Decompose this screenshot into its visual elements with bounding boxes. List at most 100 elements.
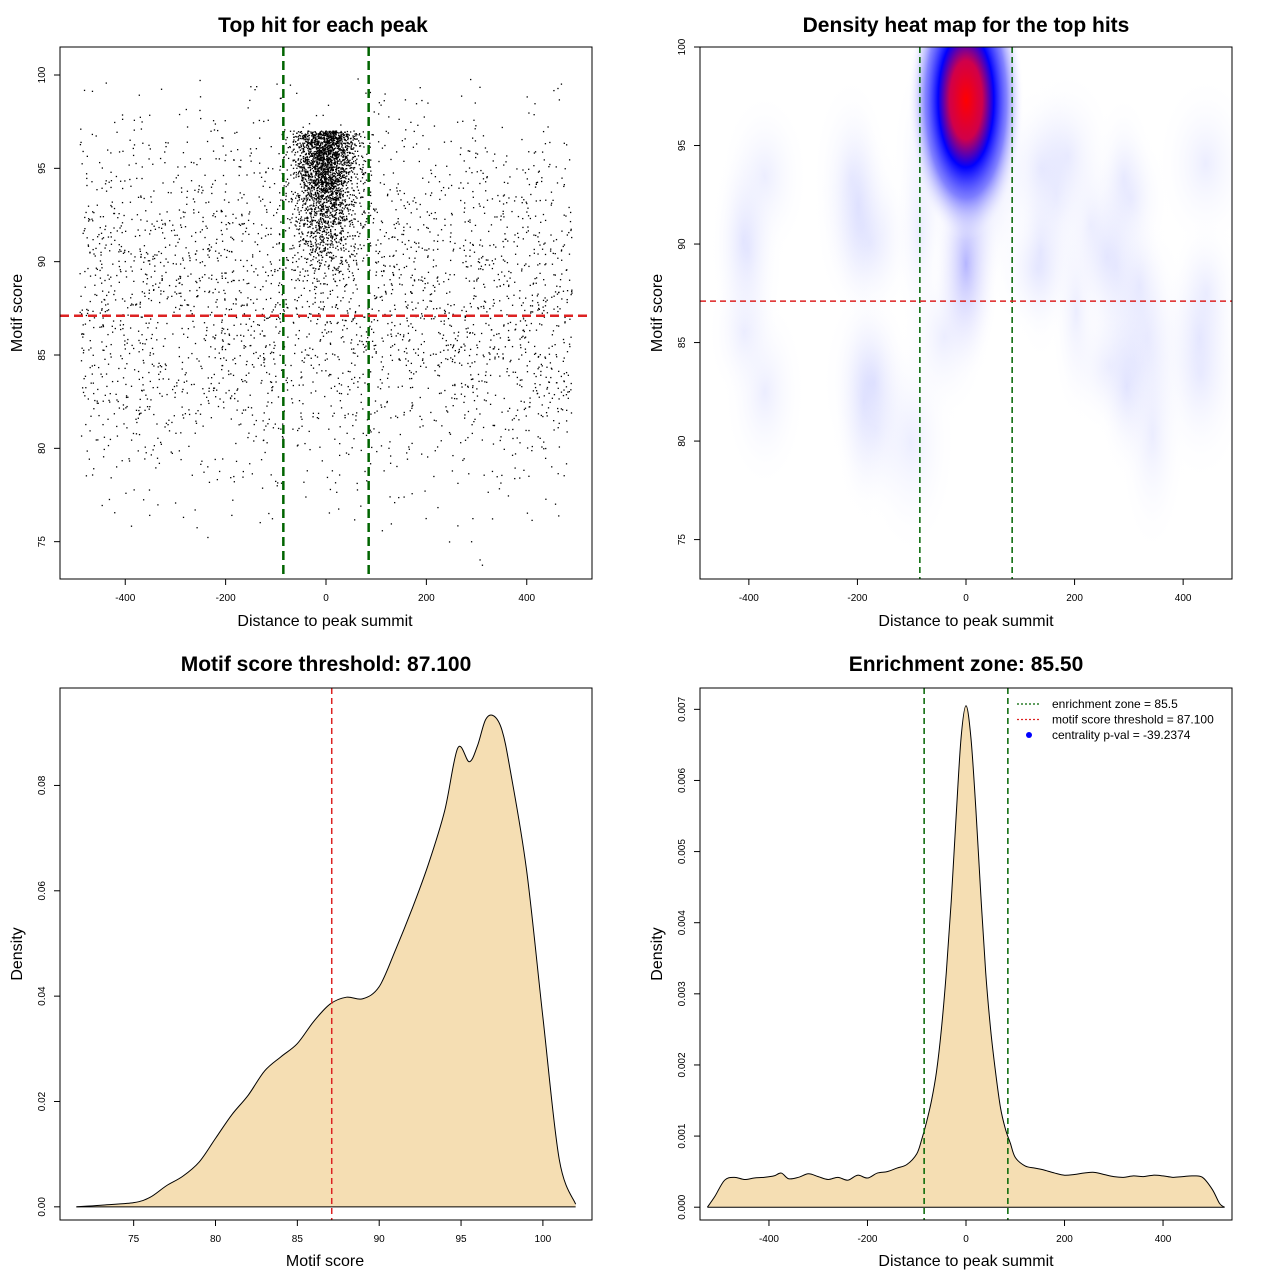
scatter-panel: Top hit for each peak Distance to peak s…	[9, 14, 593, 630]
data-point	[261, 330, 264, 332]
data-point	[426, 306, 429, 308]
data-point	[233, 279, 235, 282]
data-point	[475, 152, 477, 154]
data-point	[298, 175, 300, 177]
data-point	[265, 425, 267, 427]
data-point	[405, 364, 408, 367]
data-point	[323, 168, 325, 170]
data-point	[141, 166, 143, 168]
data-point	[324, 176, 326, 178]
data-point	[373, 319, 375, 321]
data-point	[309, 199, 311, 201]
data-point	[446, 410, 448, 412]
data-point	[471, 172, 473, 174]
data-point	[305, 138, 307, 140]
data-point	[308, 156, 311, 158]
data-point	[310, 212, 312, 214]
data-point	[445, 339, 447, 342]
data-point	[320, 301, 322, 303]
data-point	[324, 246, 326, 249]
data-point	[204, 264, 206, 267]
data-point	[140, 268, 142, 270]
data-point	[205, 334, 207, 337]
data-point	[85, 423, 87, 426]
data-point	[199, 158, 202, 160]
data-point	[482, 268, 484, 271]
data-point	[546, 415, 548, 417]
data-point	[344, 290, 346, 292]
data-point	[448, 187, 450, 189]
data-point	[308, 253, 311, 255]
data-point	[340, 247, 342, 250]
data-point	[316, 147, 319, 149]
data-point	[480, 306, 482, 308]
data-point	[531, 449, 533, 452]
data-point	[297, 131, 300, 133]
data-point	[179, 224, 182, 226]
data-point	[270, 381, 273, 384]
data-point	[512, 428, 514, 431]
data-point	[458, 187, 460, 189]
data-point	[300, 166, 303, 168]
data-point	[494, 358, 496, 360]
data-point	[267, 317, 269, 319]
data-point	[323, 157, 325, 160]
data-point	[185, 247, 187, 249]
data-point	[304, 349, 307, 351]
data-point	[82, 150, 84, 153]
data-point	[492, 299, 495, 301]
data-point	[326, 229, 328, 231]
data-point	[360, 335, 363, 337]
data-point	[101, 309, 103, 311]
data-point	[571, 292, 573, 294]
data-point	[350, 144, 353, 146]
data-point	[327, 266, 329, 268]
data-point	[487, 392, 489, 394]
data-point	[110, 171, 112, 173]
data-point	[175, 263, 177, 265]
data-point	[138, 409, 140, 412]
data-point	[526, 447, 529, 449]
data-point	[432, 249, 435, 251]
data-point	[329, 164, 331, 166]
data-point	[444, 218, 446, 220]
data-point	[331, 156, 333, 159]
data-point	[305, 169, 307, 171]
data-point	[335, 176, 337, 178]
data-point	[130, 525, 133, 527]
data-point	[152, 449, 154, 451]
data-point	[271, 274, 274, 276]
data-point	[108, 291, 110, 293]
data-point	[317, 167, 319, 169]
data-point	[529, 329, 531, 332]
data-point	[289, 146, 291, 149]
data-point	[443, 309, 446, 311]
data-point	[241, 197, 243, 199]
data-point	[424, 277, 426, 280]
data-point	[99, 269, 101, 272]
data-point	[353, 194, 355, 197]
data-point	[534, 277, 536, 280]
data-point	[492, 424, 494, 427]
data-point	[414, 352, 417, 354]
data-point	[295, 307, 297, 309]
data-point	[493, 348, 495, 350]
data-point	[333, 220, 335, 222]
data-point	[346, 136, 349, 138]
data-point	[507, 336, 510, 339]
data-point	[398, 496, 400, 499]
data-point	[345, 259, 347, 261]
data-point	[292, 428, 294, 430]
data-point	[504, 233, 506, 235]
data-point	[538, 170, 540, 172]
data-point	[313, 155, 315, 157]
data-point	[497, 273, 499, 276]
data-point	[506, 371, 508, 373]
data-point	[287, 336, 289, 338]
data-point	[230, 373, 232, 375]
data-point	[126, 363, 128, 365]
data-point	[321, 137, 324, 139]
data-point	[452, 405, 454, 407]
data-point	[302, 126, 304, 128]
data-point	[505, 238, 507, 240]
